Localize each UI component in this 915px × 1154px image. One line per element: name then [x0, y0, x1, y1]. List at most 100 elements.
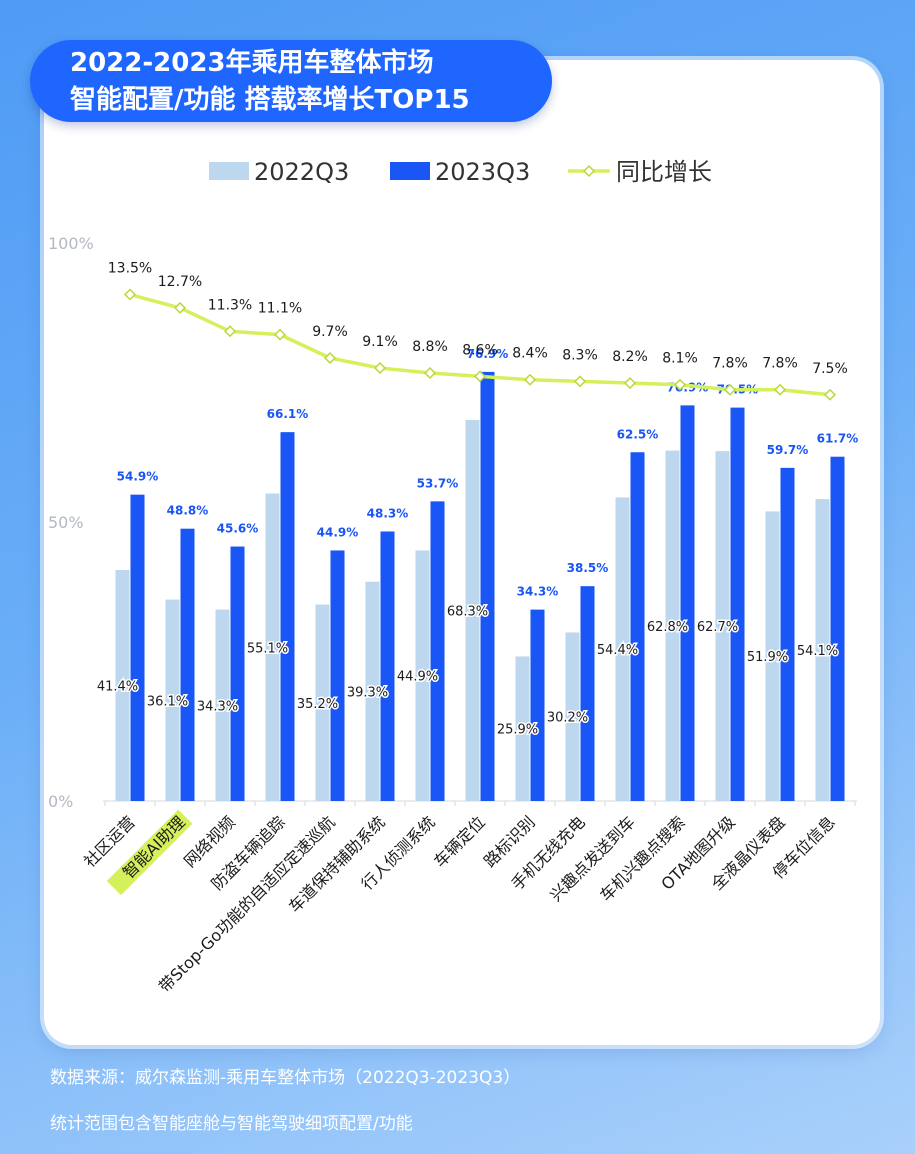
bar-2022q3: [715, 451, 730, 801]
growth-label: 8.4%: [512, 346, 548, 362]
legend-label-2023q3: 2023Q3: [435, 158, 530, 186]
data-label-2022q3: 30.2%: [547, 711, 588, 726]
growth-label: 7.5%: [812, 361, 848, 377]
bar-2022q3: [415, 550, 430, 801]
data-label-2023q3: 62.5%: [617, 427, 659, 441]
growth-label: 7.8%: [712, 356, 748, 372]
data-label-2022q3: 51.9%: [747, 650, 788, 665]
growth-marker: [473, 370, 487, 383]
bar-2022q3: [115, 569, 130, 801]
growth-label: 8.8%: [412, 339, 448, 355]
growth-marker: [373, 362, 387, 375]
growth-marker: [173, 301, 187, 314]
bar-2023q3: [130, 494, 145, 801]
growth-label: 11.3%: [208, 297, 252, 313]
legend-swatch-2023q3: [390, 162, 430, 180]
y-tick-label: 100%: [48, 234, 94, 253]
data-label-2022q3: 62.8%: [647, 620, 688, 635]
category-highlight: [106, 809, 193, 896]
category-label: 车辆定位: [430, 812, 489, 871]
title-banner: [30, 40, 552, 122]
growth-marker: [823, 388, 837, 401]
bar-2023q3: [480, 371, 495, 801]
growth-label: 13.5%: [108, 261, 152, 277]
data-label-2022q3: 54.4%: [597, 643, 638, 658]
data-label-2022q3: 68.3%: [447, 604, 488, 619]
data-label-2023q3: 44.9%: [317, 525, 359, 539]
scope-note: 统计范围包含智能座舱与智能驾驶细项配置/功能: [50, 1114, 413, 1134]
growth-label: 9.7%: [312, 324, 348, 340]
legend-label-growth: 同比增长: [616, 158, 712, 186]
growth-marker: [423, 367, 437, 380]
category-label: 车机兴趣点搜索: [596, 812, 689, 905]
data-label-2022q3: 62.7%: [697, 620, 738, 635]
growth-marker: [623, 377, 637, 390]
data-label-2023q3: 76.9%: [467, 347, 509, 361]
growth-marker: [773, 383, 787, 396]
bar-2023q3: [330, 550, 345, 801]
bar-2023q3: [830, 456, 845, 801]
data-label-2022q3: 41.4%: [97, 679, 138, 694]
growth-label: 8.6%: [462, 342, 498, 358]
bar-2022q3: [565, 632, 580, 801]
bar-2023q3: [430, 501, 445, 801]
growth-marker: [123, 288, 137, 301]
bar-2023q3: [280, 432, 295, 801]
bar-2023q3: [380, 531, 395, 801]
growth-label: 12.7%: [158, 274, 202, 290]
bar-2022q3: [615, 497, 630, 801]
data-label-2023q3: 53.7%: [417, 476, 459, 490]
legend-label-2022q3: 2022Q3: [254, 158, 349, 186]
data-label-2022q3: 35.2%: [297, 697, 338, 712]
growth-marker: [273, 328, 287, 341]
data-source-note: 数据来源：威尔森监测-乘用车整体市场（2022Q3-2023Q3）: [50, 1068, 521, 1088]
growth-label: 7.8%: [762, 356, 798, 372]
bar-2023q3: [580, 586, 595, 801]
bar-2022q3: [515, 656, 530, 801]
bar-2022q3: [165, 599, 180, 801]
bar-2022q3: [665, 450, 680, 801]
data-label-2022q3: 34.3%: [197, 699, 238, 714]
data-label-2023q3: 59.7%: [767, 443, 809, 457]
data-label-2023q3: 38.5%: [567, 561, 609, 575]
data-label-2022q3: 55.1%: [247, 641, 288, 656]
growth-label: 8.3%: [562, 347, 598, 363]
bar-2022q3: [465, 419, 480, 801]
bar-2022q3: [315, 604, 330, 801]
bar-2023q3: [780, 467, 795, 801]
y-tick-label: 0%: [48, 792, 73, 811]
category-label: 兴趣点发送到车: [546, 812, 639, 905]
bar-2023q3: [230, 546, 245, 801]
data-label-2022q3: 54.1%: [797, 644, 838, 659]
data-label-2022q3: 36.1%: [147, 694, 188, 709]
bar-2023q3: [180, 528, 195, 801]
bar-2023q3: [680, 405, 695, 801]
growth-marker: [573, 375, 587, 388]
data-label-2022q3: 44.9%: [397, 670, 438, 685]
growth-label: 8.2%: [612, 349, 648, 365]
growth-label: 9.1%: [362, 334, 398, 350]
growth-marker: [523, 373, 537, 386]
data-label-2022q3: 39.3%: [347, 685, 388, 700]
bar-2022q3: [265, 493, 280, 801]
data-label-2023q3: 48.3%: [367, 506, 409, 520]
growth-marker: [223, 325, 237, 338]
bar-2023q3: [730, 407, 745, 801]
chart-title-line-2: 智能配置/功能 搭载率增长TOP15: [70, 85, 470, 115]
data-label-2023q3: 34.3%: [517, 585, 559, 599]
bar-2022q3: [365, 581, 380, 801]
growth-marker: [673, 378, 687, 391]
data-label-2023q3: 54.9%: [117, 470, 159, 484]
bar-2023q3: [530, 609, 545, 801]
bar-2022q3: [215, 609, 230, 801]
legend-swatch-2022q3: [209, 162, 249, 180]
growth-label: 11.1%: [258, 301, 302, 317]
y-tick-label: 50%: [48, 513, 84, 532]
growth-marker: [723, 383, 737, 396]
legend-marker-growth: [582, 164, 596, 178]
growth-label: 8.1%: [662, 351, 698, 367]
data-label-2023q3: 66.1%: [267, 407, 309, 421]
data-label-2023q3: 45.6%: [217, 522, 259, 536]
growth-marker: [323, 351, 337, 365]
